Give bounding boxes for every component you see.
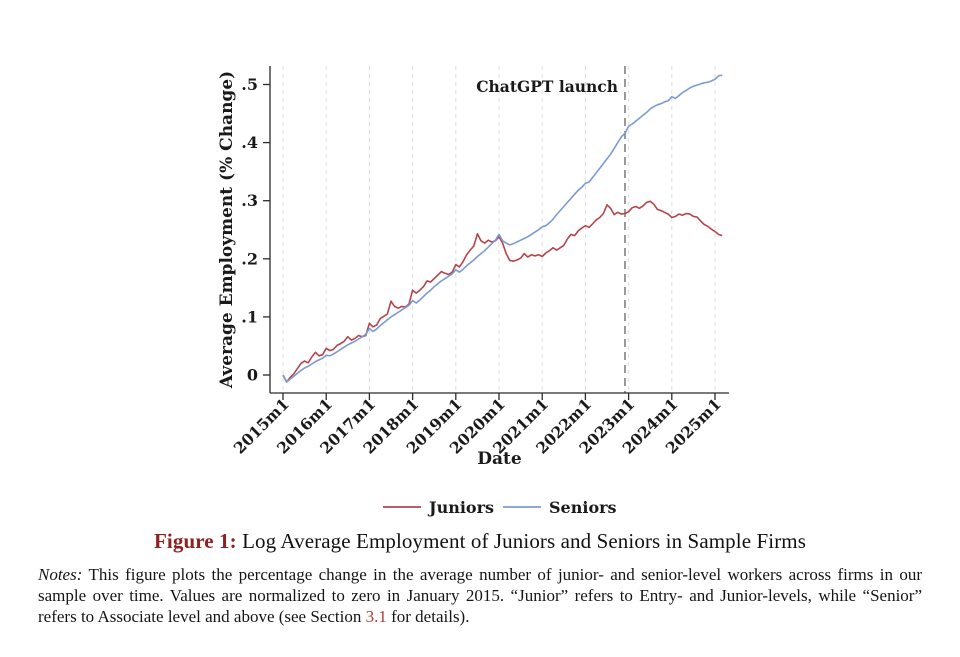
chatgpt-launch-label: ChatGPT launch: [476, 77, 618, 96]
figure-caption: Figure 1: Log Average Employment of Juni…: [0, 529, 960, 554]
y-tick-label: .3: [241, 191, 258, 210]
notes-label: Notes:: [38, 565, 83, 584]
juniors-line: [282, 200, 723, 383]
seniors-line: [282, 74, 723, 383]
section-link[interactable]: 3.1: [365, 607, 387, 626]
figure-caption-text: Log Average Employment of Juniors and Se…: [236, 529, 806, 553]
notes-tail-text: for details).: [386, 607, 470, 626]
notes-body-text: This figure plots the percentage change …: [38, 565, 922, 626]
figure-number-label: Figure 1:: [154, 529, 237, 553]
data-series: [282, 74, 723, 383]
year-gridlines: [282, 66, 716, 393]
figure-notes: Notes: This figure plots the percentage …: [38, 564, 922, 627]
legend: Juniors Seniors: [383, 498, 617, 517]
axes: 0.1.2.3.4.52015m12016m12017m12018m12019m…: [230, 66, 729, 458]
employment-line-chart: ChatGPT launch 0.1.2.3.4.52015m12016m120…: [217, 66, 729, 517]
y-tick-label: .4: [241, 133, 258, 152]
y-tick-label: .5: [241, 75, 258, 94]
y-tick-label: .1: [241, 307, 258, 326]
axis-labels: Average Employment (% Change) Date: [217, 71, 522, 469]
x-axis-title: Date: [477, 449, 522, 469]
legend-seniors-label: Seniors: [549, 498, 617, 517]
legend-juniors-label: Juniors: [427, 498, 494, 517]
y-tick-label: .2: [241, 249, 258, 268]
y-axis-title: Average Employment (% Change): [217, 71, 237, 389]
y-tick-label: 0: [247, 366, 258, 385]
chatgpt-launch-annotation: ChatGPT launch: [476, 66, 626, 393]
